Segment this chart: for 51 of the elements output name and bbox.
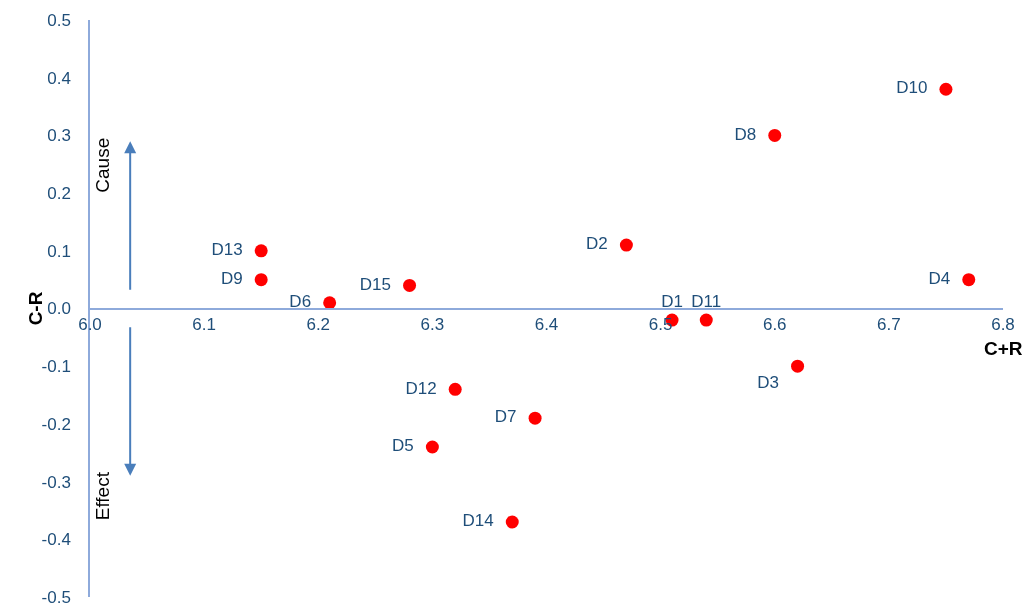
data-label: D7 bbox=[485, 407, 526, 427]
data-label: D4 bbox=[919, 268, 960, 288]
y-tick-label: 0.0 bbox=[47, 299, 71, 319]
y-axis-title: C-R bbox=[25, 291, 47, 326]
y-tick-label: 0.3 bbox=[47, 126, 71, 146]
data-label: D2 bbox=[576, 234, 618, 254]
point bbox=[448, 382, 462, 396]
point bbox=[323, 296, 337, 310]
x-tick-label: 6.3 bbox=[420, 314, 445, 334]
data-label: D12 bbox=[395, 378, 447, 398]
point bbox=[505, 515, 519, 529]
annotation: Effect bbox=[92, 471, 114, 521]
y-tick-label: 0.4 bbox=[47, 68, 71, 88]
x-tick-label: 6.8 bbox=[991, 314, 1015, 334]
data-label: D14 bbox=[453, 511, 504, 531]
x-tick-label: 6.0 bbox=[78, 314, 102, 334]
point bbox=[528, 411, 542, 425]
point bbox=[425, 440, 439, 454]
data-label: D15 bbox=[350, 274, 401, 294]
x-tick-label: 6.1 bbox=[192, 314, 216, 334]
x-tick-label: 6.6 bbox=[762, 314, 787, 334]
data-label: D9 bbox=[211, 268, 253, 288]
y-tick-label: -0.2 bbox=[41, 414, 71, 434]
data-label: D10 bbox=[886, 78, 937, 98]
data-label: D13 bbox=[201, 240, 253, 260]
y-tick-label: -0.1 bbox=[41, 357, 71, 377]
x-tick-label: 6.2 bbox=[306, 314, 331, 334]
point bbox=[939, 82, 953, 96]
data-label: D5 bbox=[382, 436, 424, 456]
y-tick-label: -0.5 bbox=[41, 587, 71, 607]
point bbox=[791, 359, 805, 373]
point bbox=[962, 273, 976, 287]
point bbox=[768, 128, 782, 142]
y-tick-label: 0.1 bbox=[47, 241, 71, 261]
data-label: D6 bbox=[279, 291, 321, 311]
y-tick-label: -0.3 bbox=[41, 472, 71, 492]
annotation: Cause bbox=[91, 137, 113, 193]
data-label: D8 bbox=[725, 124, 766, 144]
y-tick-label: 0.2 bbox=[47, 184, 71, 204]
x-tick-label: 6.4 bbox=[534, 314, 559, 334]
x-tick-label: 6.5 bbox=[648, 314, 673, 334]
point bbox=[619, 238, 633, 252]
point bbox=[403, 278, 417, 292]
y-tick-label: 0.5 bbox=[47, 10, 71, 30]
x-tick-label: 6.7 bbox=[877, 314, 901, 334]
point bbox=[254, 244, 268, 258]
point bbox=[254, 273, 268, 287]
y-tick-label: -0.4 bbox=[41, 530, 71, 550]
data-label: D3 bbox=[747, 373, 789, 393]
x-axis-title: C+R bbox=[984, 338, 1023, 359]
point bbox=[699, 313, 713, 327]
